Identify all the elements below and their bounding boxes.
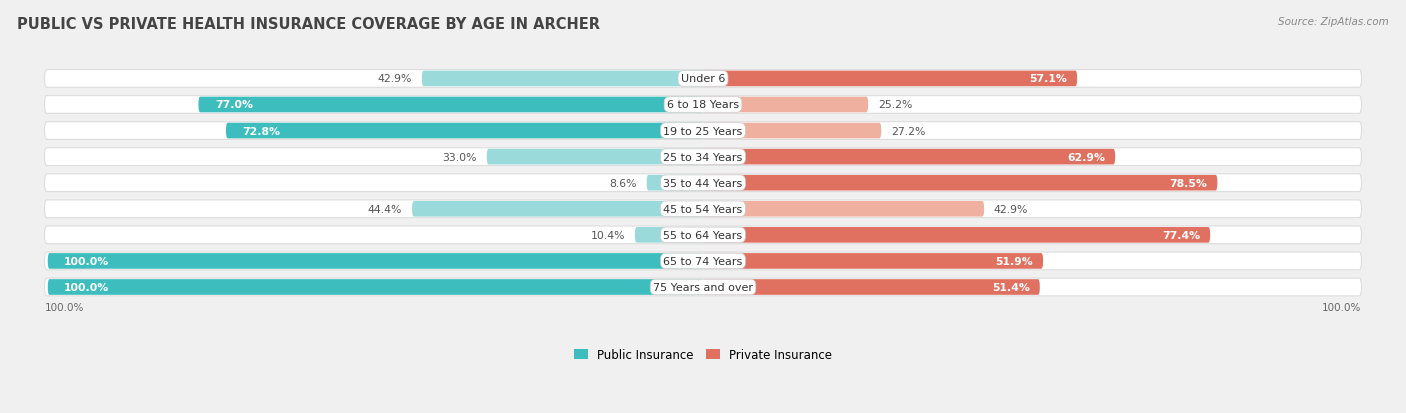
- Text: 65 to 74 Years: 65 to 74 Years: [664, 256, 742, 266]
- FancyBboxPatch shape: [703, 150, 1115, 165]
- Text: PUBLIC VS PRIVATE HEALTH INSURANCE COVERAGE BY AGE IN ARCHER: PUBLIC VS PRIVATE HEALTH INSURANCE COVER…: [17, 17, 600, 31]
- FancyBboxPatch shape: [422, 71, 703, 87]
- Text: 35 to 44 Years: 35 to 44 Years: [664, 178, 742, 188]
- FancyBboxPatch shape: [45, 252, 1361, 270]
- FancyBboxPatch shape: [703, 280, 1040, 295]
- FancyBboxPatch shape: [703, 176, 1218, 191]
- FancyBboxPatch shape: [48, 254, 703, 269]
- Text: 10.4%: 10.4%: [591, 230, 626, 240]
- Text: 51.9%: 51.9%: [995, 256, 1033, 266]
- Text: 100.0%: 100.0%: [65, 282, 110, 292]
- Text: 42.9%: 42.9%: [378, 74, 412, 84]
- FancyBboxPatch shape: [703, 202, 984, 217]
- FancyBboxPatch shape: [703, 228, 1211, 243]
- Text: 75 Years and over: 75 Years and over: [652, 282, 754, 292]
- Text: 25.2%: 25.2%: [877, 100, 912, 110]
- Text: 27.2%: 27.2%: [891, 126, 925, 136]
- Text: 78.5%: 78.5%: [1170, 178, 1208, 188]
- Legend: Public Insurance, Private Insurance: Public Insurance, Private Insurance: [569, 343, 837, 366]
- Text: 42.9%: 42.9%: [994, 204, 1028, 214]
- FancyBboxPatch shape: [703, 254, 1043, 269]
- FancyBboxPatch shape: [45, 122, 1361, 140]
- Text: 77.0%: 77.0%: [215, 100, 253, 110]
- FancyBboxPatch shape: [45, 200, 1361, 218]
- FancyBboxPatch shape: [647, 176, 703, 191]
- FancyBboxPatch shape: [45, 96, 1361, 114]
- FancyBboxPatch shape: [45, 70, 1361, 88]
- Text: 44.4%: 44.4%: [368, 204, 402, 214]
- FancyBboxPatch shape: [412, 202, 703, 217]
- FancyBboxPatch shape: [703, 123, 882, 139]
- FancyBboxPatch shape: [198, 97, 703, 113]
- Text: 6 to 18 Years: 6 to 18 Years: [666, 100, 740, 110]
- Text: 19 to 25 Years: 19 to 25 Years: [664, 126, 742, 136]
- Text: 57.1%: 57.1%: [1029, 74, 1067, 84]
- Text: Under 6: Under 6: [681, 74, 725, 84]
- Text: 33.0%: 33.0%: [443, 152, 477, 162]
- FancyBboxPatch shape: [45, 148, 1361, 166]
- Text: 51.4%: 51.4%: [993, 282, 1031, 292]
- FancyBboxPatch shape: [703, 71, 1077, 87]
- FancyBboxPatch shape: [226, 123, 703, 139]
- Text: 45 to 54 Years: 45 to 54 Years: [664, 204, 742, 214]
- Text: 100.0%: 100.0%: [65, 256, 110, 266]
- FancyBboxPatch shape: [45, 278, 1361, 296]
- Text: Source: ZipAtlas.com: Source: ZipAtlas.com: [1278, 17, 1389, 26]
- FancyBboxPatch shape: [48, 280, 703, 295]
- FancyBboxPatch shape: [636, 228, 703, 243]
- Text: 100.0%: 100.0%: [45, 302, 84, 312]
- Text: 25 to 34 Years: 25 to 34 Years: [664, 152, 742, 162]
- Text: 55 to 64 Years: 55 to 64 Years: [664, 230, 742, 240]
- Text: 72.8%: 72.8%: [242, 126, 280, 136]
- Text: 100.0%: 100.0%: [1322, 302, 1361, 312]
- Text: 8.6%: 8.6%: [609, 178, 637, 188]
- Text: 62.9%: 62.9%: [1067, 152, 1105, 162]
- FancyBboxPatch shape: [45, 174, 1361, 192]
- FancyBboxPatch shape: [486, 150, 703, 165]
- Text: 77.4%: 77.4%: [1163, 230, 1201, 240]
- FancyBboxPatch shape: [703, 97, 868, 113]
- FancyBboxPatch shape: [45, 226, 1361, 244]
